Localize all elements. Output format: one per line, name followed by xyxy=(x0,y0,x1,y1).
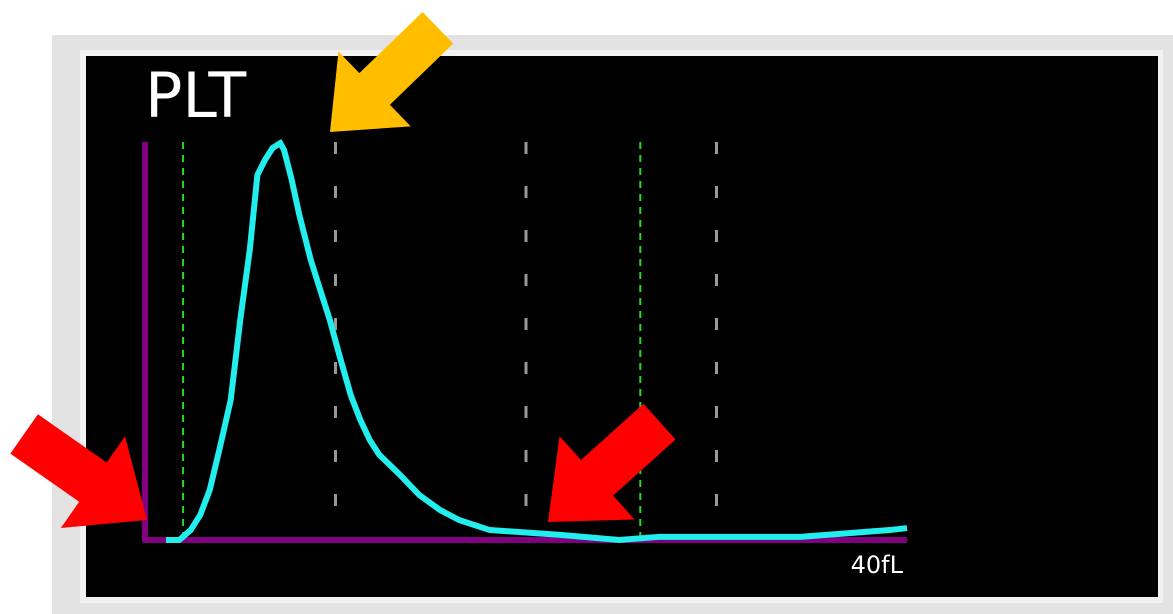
yellow-arrow xyxy=(330,11,454,132)
red-arrow-right xyxy=(548,403,676,522)
histogram-curve xyxy=(165,138,908,544)
x-tick-label: 40fL xyxy=(851,551,904,579)
plot-area: 40fL xyxy=(142,138,908,579)
chart-title: PLT xyxy=(145,59,247,132)
red-arrow-left xyxy=(10,414,147,529)
